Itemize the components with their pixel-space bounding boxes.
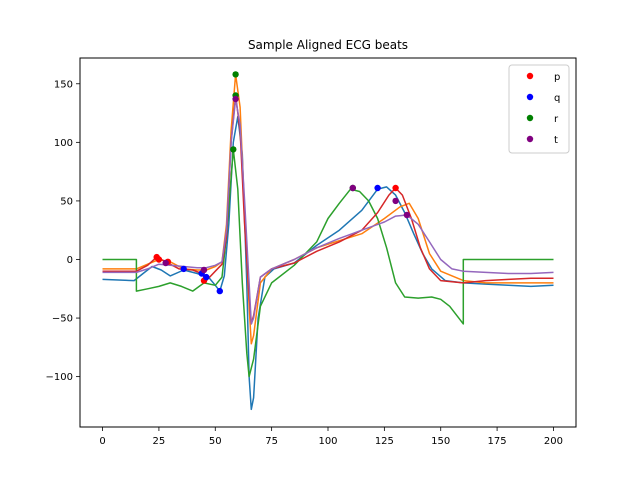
marker-t-1 bbox=[162, 259, 169, 267]
x-tick-label-75: 75 bbox=[265, 436, 278, 447]
legend-box bbox=[508, 64, 570, 154]
y-axis-ticks: −100 −50 0 50 100 150 bbox=[46, 79, 80, 383]
series-line-1 bbox=[102, 115, 554, 411]
x-tick-label-125: 125 bbox=[375, 436, 394, 447]
chart-title: Sample Aligned ECG beats bbox=[248, 38, 408, 52]
legend-label-q: q bbox=[554, 93, 560, 104]
marker-t-2 bbox=[200, 266, 208, 274]
x-tick-label-150: 150 bbox=[431, 436, 450, 447]
legend-marker-q bbox=[526, 93, 534, 101]
x-tick-label-50: 50 bbox=[209, 436, 222, 447]
marker-t-6 bbox=[403, 211, 411, 219]
plot-markers bbox=[153, 71, 411, 295]
y-tick-label--100: −100 bbox=[46, 372, 73, 383]
plot-lines bbox=[102, 73, 554, 411]
marker-q-1 bbox=[180, 265, 187, 273]
y-tick-label-50: 50 bbox=[60, 196, 73, 207]
x-tick-label-175: 175 bbox=[488, 436, 507, 447]
legend-marker-p bbox=[526, 72, 534, 80]
legend-marker-r bbox=[526, 114, 534, 122]
series-line-2 bbox=[102, 73, 554, 345]
y-tick-label-150: 150 bbox=[54, 79, 73, 90]
y-tick-label-0: 0 bbox=[67, 255, 73, 266]
legend-label-r: r bbox=[554, 114, 559, 125]
y-tick-label-100: 100 bbox=[54, 138, 73, 149]
y-tick-label--50: −50 bbox=[52, 314, 73, 325]
legend-label-t: t bbox=[554, 135, 558, 146]
marker-r-2 bbox=[232, 71, 239, 78]
series-line-5 bbox=[102, 98, 554, 325]
legend-marker-t bbox=[526, 135, 534, 143]
x-tick-label-0: 0 bbox=[99, 436, 105, 447]
x-tick-label-100: 100 bbox=[318, 436, 337, 447]
marker-q-4 bbox=[216, 287, 223, 295]
marker-p-5 bbox=[392, 184, 399, 192]
marker-p-2 bbox=[155, 256, 163, 263]
marker-t-3 bbox=[232, 95, 239, 103]
marker-q-5 bbox=[374, 184, 381, 192]
marker-t-4 bbox=[349, 184, 356, 192]
legend-label-p: p bbox=[554, 72, 560, 83]
marker-r-1 bbox=[230, 146, 237, 153]
series-line-3 bbox=[102, 148, 554, 378]
x-axis-ticks: 0 25 50 75 100 125 150 175 200 bbox=[99, 427, 563, 447]
marker-t-5 bbox=[392, 197, 399, 205]
series-line-4 bbox=[102, 94, 554, 325]
x-tick-label-200: 200 bbox=[544, 436, 563, 447]
x-tick-label-25: 25 bbox=[153, 436, 166, 447]
marker-q-3 bbox=[203, 273, 210, 281]
